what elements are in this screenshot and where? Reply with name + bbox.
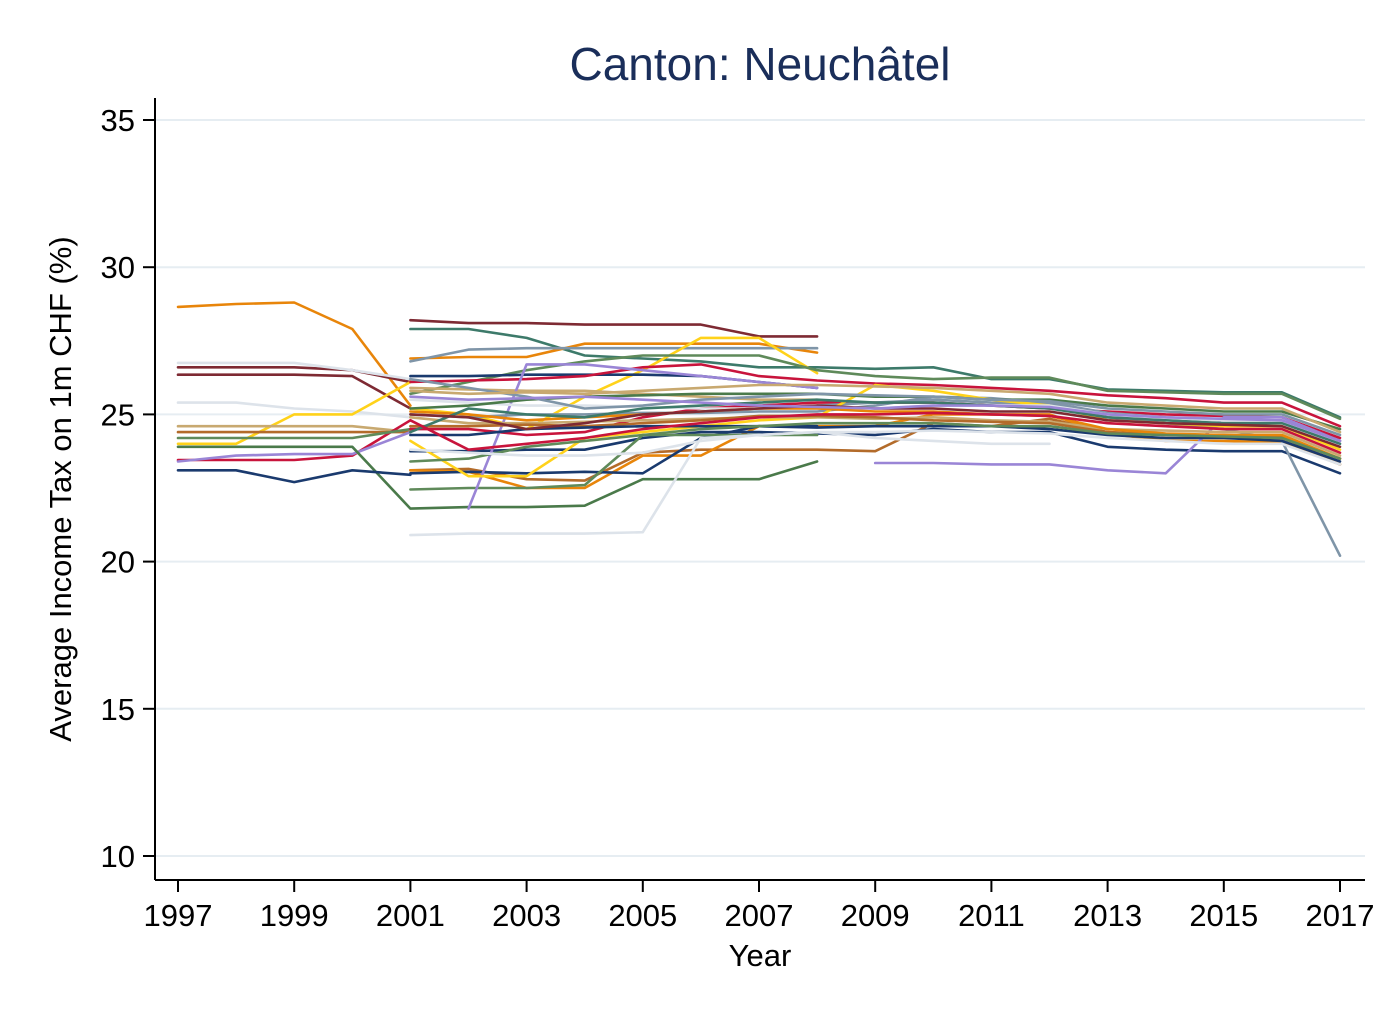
series-line-43	[409, 411, 1342, 455]
x-tick-label: 2013	[1073, 898, 1142, 933]
series-line-12	[176, 445, 819, 510]
series-line-4	[176, 361, 412, 381]
y-tick-label: 20	[101, 545, 135, 580]
y-tick-label: 25	[101, 397, 135, 432]
x-tick-label: 1999	[260, 898, 329, 933]
x-tick-label: 2007	[725, 898, 794, 933]
series-line-16	[409, 342, 819, 360]
series-line-1	[176, 301, 412, 407]
gridlines	[155, 119, 1365, 857]
y-tick-label: 10	[101, 839, 135, 874]
series-lines	[176, 301, 1342, 558]
plot-area	[155, 98, 1365, 880]
series-line-44	[409, 377, 1342, 437]
series-line-39	[409, 407, 1342, 460]
series-line-31	[873, 415, 1342, 475]
x-tick-label: 2017	[1306, 898, 1375, 933]
x-tick-label: 1997	[144, 898, 213, 933]
series-line-40	[409, 398, 1342, 446]
series-line-41	[409, 424, 1342, 463]
series-line-3	[176, 373, 412, 410]
y-ticks: 10 15 20 25 30 35	[101, 103, 155, 874]
series-line-5	[176, 401, 412, 419]
series-line-6	[176, 380, 412, 446]
series-line-47	[409, 429, 1342, 466]
series-line-10	[176, 430, 412, 463]
series-line-21	[409, 363, 1342, 428]
series-line-48	[409, 383, 1342, 434]
y-tick-label: 15	[101, 692, 135, 727]
series-line-45	[409, 421, 1342, 463]
series-line-7	[176, 424, 412, 434]
series-line-14	[409, 318, 819, 338]
x-tick-label: 2011	[958, 898, 1025, 933]
x-tick-label: 2003	[492, 898, 561, 933]
series-line-11	[176, 427, 412, 440]
x-tick-label: 2009	[841, 898, 910, 933]
y-tick-label: 30	[101, 250, 135, 285]
x-axis-label: Year	[729, 938, 792, 973]
series-line-9	[176, 418, 412, 462]
x-tick-label: 2015	[1189, 898, 1258, 933]
series-line-29	[409, 430, 1051, 537]
y-tick-label: 35	[101, 103, 135, 138]
series-line-27	[409, 424, 819, 475]
series-line-13	[176, 468, 412, 484]
series-line-46	[409, 395, 1342, 443]
x-tick-label: 2005	[608, 898, 677, 933]
series-line-35	[409, 415, 1342, 457]
chart-title: Canton: Neuchâtel	[569, 38, 950, 90]
y-axis-label: Average Income Tax on 1m CHF (%)	[43, 236, 78, 741]
x-ticks: 1997 1999 2001 2003 2005 2007 2009 2011 2013 2015…	[144, 880, 1375, 933]
x-tick-label: 2001	[376, 898, 445, 933]
series-line-30	[467, 363, 819, 510]
series-line-17	[409, 346, 819, 363]
series-line-15	[409, 327, 1342, 419]
